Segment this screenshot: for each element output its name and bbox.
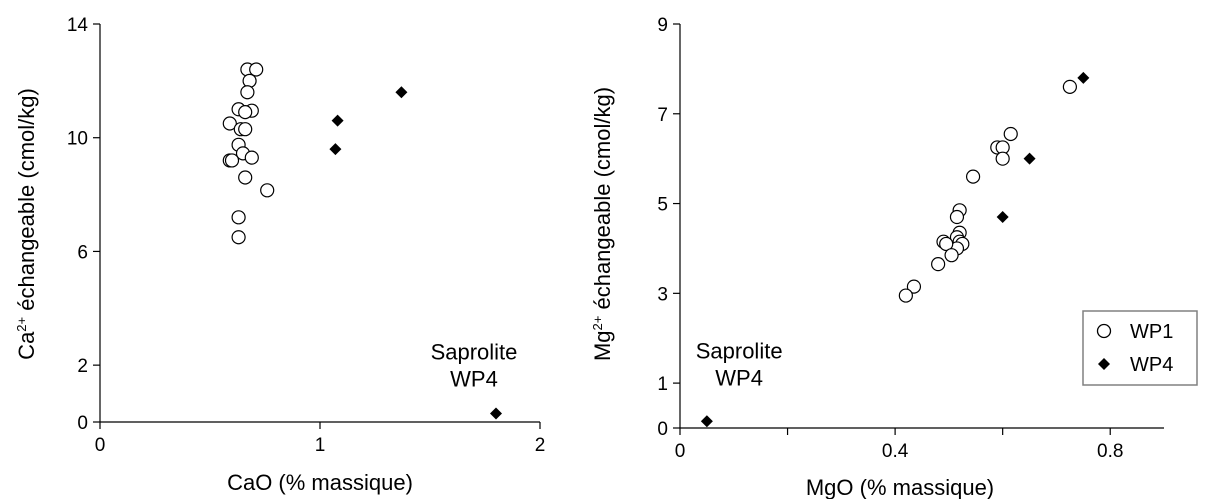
mgo-point-wp1 [898,288,913,303]
mgo-point-wp4 [1023,152,1036,165]
cao-point-wp1 [238,122,253,137]
cao-point-wp4 [490,407,502,420]
cao-point-wp1 [222,116,237,131]
mgo-x-tick-label: 0 [675,441,686,462]
mgo-y-axis-title: Mg2+ échangeable (cmol/kg) [590,87,615,361]
cao-plot-area: 0 2 6 10 14 0 1 2 [67,15,545,456]
legend-label-wp4: WP4 [1130,354,1173,376]
legend-marker-wp1 [1096,323,1112,339]
mgo-point-wp1 [944,248,959,263]
cao-x-axis-title: CaO (% massique) [227,470,413,495]
cao-point-wp1 [244,150,259,165]
cao-point-wp1 [238,105,253,120]
cao-point-wp4 [395,86,408,99]
mgo-x-tick-label: 0.8 [1097,441,1123,462]
mgo-y-tick-label: 0 [657,419,668,440]
cao-y-tick-label: 2 [77,356,88,377]
mgo-y-tick-label: 5 [657,195,668,216]
mgo-point-wp1 [949,209,965,225]
mgo-point-wp1 [995,151,1010,166]
mgo-point-wp1 [1062,79,1077,94]
cao-point-wp1 [238,170,253,185]
cao-point-wp1 [231,210,246,225]
mgo-x-axis-title: MgO (% massique) [806,475,994,499]
mgo-y-tick-label: 3 [657,284,668,305]
mgo-point-wp4 [1077,71,1090,84]
legend-box [1082,310,1198,386]
mgo-y-tick-label: 9 [657,15,668,36]
mgo-plot-area: 0 1 3 5 7 9 0 0.4 0.8 [657,15,1164,462]
cao-point-wp1 [260,183,275,198]
cao-point-wp1 [224,153,240,168]
mgo-y-tick-label: 1 [657,374,668,395]
legend-label-wp1: WP1 [1130,321,1173,343]
mgo-point-wp1 [939,236,954,252]
mgo-point-wp1 [1003,126,1018,142]
cao-x-tick-label: 0 [95,435,106,456]
mgo-point-wp1 [931,257,946,272]
cao-point-wp4 [331,114,344,127]
cao-point-wp4 [329,143,342,156]
legend: WP1 WP4 [1082,310,1198,386]
mgo-point-wp1 [965,169,981,184]
mgo-y-tick-label: 7 [657,105,668,126]
cao-y-tick-label: 14 [67,15,89,36]
cao-point-wp1 [242,73,257,88]
mgo-annotation-line-2: WP4 [715,365,763,390]
cao-y-tick-label: 10 [67,129,88,150]
mgo-annotation-line-1: Saprolite [696,338,783,363]
cao-y-axis-title: Ca2+ échangeable (cmol/kg) [14,88,39,360]
legend-marker-wp4 [1098,358,1110,370]
cao-point-wp1 [240,85,255,100]
cao-x-tick-label: 2 [535,435,546,456]
cao-x-tick-label: 1 [315,435,326,456]
cao-y-tick-label: 0 [77,413,88,434]
mgo-point-wp1 [906,279,922,294]
mgo-point-wp4 [996,211,1009,224]
cao-y-tick-label: 6 [77,242,88,263]
cao-annotation-line-2: WP4 [450,366,498,391]
cao-point-wp1 [231,230,246,245]
mgo-x-tick-label: 0.4 [882,441,909,462]
chart-mgo: 0 1 3 5 7 9 0 0.4 0.8 MgO (% massique) Mg2+ écha… [590,15,1198,499]
cao-point-wp1 [249,62,264,77]
mgo-point-wp4 [700,415,713,428]
cao-annotation-line-1: Saprolite [431,339,518,364]
chart-cao: 0 2 6 10 14 0 1 2 CaO (% massique) Ca2+ échange… [14,15,545,495]
